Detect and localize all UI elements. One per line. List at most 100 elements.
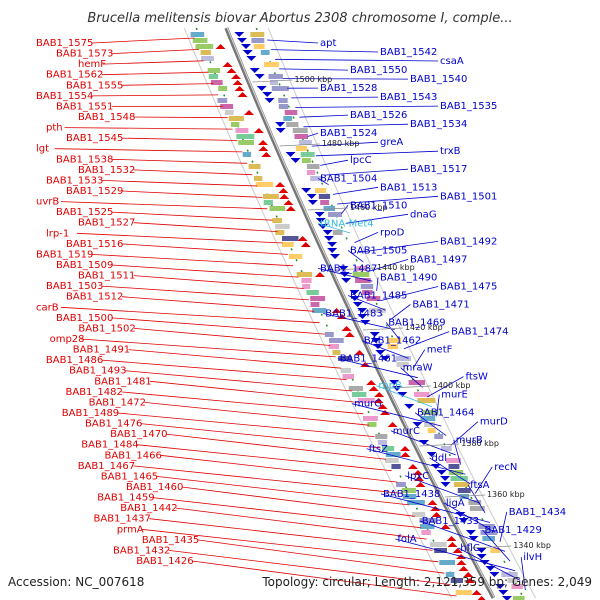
reverse-gene-arrow [256, 86, 267, 91]
left-connector-line [117, 412, 375, 437]
right-gene-label: ftsA [470, 480, 489, 491]
right-connector-line [332, 186, 379, 195]
label-connectors [54, 37, 526, 597]
reverse-gene-arrow [262, 92, 273, 97]
kbp-tick-mark [444, 494, 485, 498]
left-connector-line [121, 243, 288, 255]
reverse-feature-block [387, 344, 398, 349]
reverse-gene-arrow [349, 290, 360, 295]
left-gene-label: BAB1_1548 [78, 112, 135, 123]
reverse-gene-arrow [476, 548, 487, 553]
reverse-feature-block [457, 488, 471, 493]
reverse-gene-arrow [236, 38, 247, 43]
right-connector-line [299, 114, 349, 118]
right-connector-line [474, 466, 493, 494]
right-connector-line [271, 49, 379, 53]
forward-gene-arrow [463, 572, 474, 577]
right-gene-label: lpxC [407, 471, 429, 482]
reverse-feature-block [286, 122, 299, 127]
left-connector-line [121, 83, 214, 86]
forward-gene-arrow [341, 326, 352, 331]
kbp-tick-layer: 1500 kbp 1480 kbp 1460 kbp 1440 kbp 1420 kbp… [252, 75, 551, 550]
forward-gene-arrow [400, 446, 411, 451]
forward-gene-arrow [226, 68, 237, 73]
reverse-feature-block [283, 116, 293, 121]
reverse-gene-arrow [314, 212, 325, 217]
kbp-tick-label: 1440 kbp [377, 263, 415, 272]
forward-feature-block [228, 116, 244, 121]
left-gene-label: BAB1_1502 [78, 323, 135, 334]
forward-feature-block [269, 206, 286, 211]
right-gene-label: BAB1_1542 [380, 47, 437, 58]
reverse-gene-arrow [458, 518, 469, 523]
left-connector-line [121, 391, 364, 415]
right-gene-label: ftsZ [369, 444, 388, 455]
forward-gene-arrow [380, 410, 391, 415]
right-connector-line [317, 223, 351, 234]
forward-feature-block [324, 332, 334, 337]
forward-feature-block [217, 98, 228, 103]
right-connector-line [320, 159, 349, 166]
right-connector-line [337, 358, 418, 379]
right-connector-line [323, 313, 395, 330]
topology-text: Topology: circular; Length: 2,121,359 bp… [261, 575, 592, 589]
right-gene-label: greA [380, 137, 403, 148]
forward-feature-block [248, 164, 261, 169]
backbone-highlight [226, 27, 495, 599]
reverse-gene-arrow [389, 380, 400, 385]
forward-gene-arrow [275, 182, 286, 187]
forward-gene-arrow [231, 74, 242, 79]
reverse-gene-arrow [275, 122, 286, 127]
forward-feature-block [377, 440, 387, 445]
forward-feature-block [396, 482, 406, 487]
outer-guide [267, 27, 536, 599]
forward-feature-block [338, 356, 352, 361]
left-connector-line [101, 180, 258, 187]
right-connector-line [317, 177, 329, 186]
reverse-feature-block [306, 164, 320, 169]
right-connector-line [337, 195, 439, 205]
left-connector-line [134, 328, 331, 346]
reverse-gene-arrow [418, 440, 429, 445]
right-gene-label: BAB1_1490 [380, 273, 437, 284]
forward-feature-block [375, 434, 388, 439]
reverse-feature-block [450, 476, 468, 481]
kbp-tick-label: 1460 kbp [350, 203, 388, 212]
right-gene-label: folA [397, 534, 416, 545]
forward-gene-arrow [237, 92, 248, 97]
kbp-tick-label: 1360 kbp [487, 490, 525, 499]
left-connector-line [121, 296, 315, 312]
reverse-feature-block [355, 278, 371, 283]
right-connector-line [275, 58, 439, 62]
forward-feature-block [340, 368, 352, 373]
left-gene-label: BAB1_1467 [78, 461, 135, 472]
right-connector-line [403, 331, 450, 350]
forward-feature-block [445, 572, 455, 577]
reverse-gene-arrow [468, 536, 479, 541]
right-gene-label: BAB1_1485 [350, 291, 407, 302]
right-gene-label: trxB [440, 146, 461, 157]
forward-gene-arrow [278, 188, 289, 193]
left-connector-line [141, 528, 439, 563]
reverse-gene-arrow [301, 188, 312, 193]
right-gene-label: murB [456, 435, 483, 446]
right-gene-label: rpoD [380, 227, 405, 238]
left-gene-label: BAB1_1500 [56, 313, 113, 324]
left-gene-label: pth [46, 123, 63, 134]
reverse-gene-arrow [341, 278, 352, 283]
left-connector-line [121, 190, 263, 198]
right-gene-label: hflC [460, 543, 480, 554]
right-connector-line [450, 421, 479, 446]
left-gene-label: lgt [36, 144, 49, 155]
forward-feature-block [358, 398, 375, 403]
forward-feature-block [419, 518, 437, 523]
left-connector-line [124, 370, 353, 392]
forward-gene-arrow [215, 44, 226, 49]
forward-gene-arrow [387, 422, 398, 427]
right-connector-line [482, 529, 511, 562]
right-gene-label: BAB1_1524 [320, 128, 377, 139]
right-connector-line [419, 520, 506, 552]
forward-feature-block [342, 374, 354, 379]
reverse-gene-arrow [241, 44, 252, 49]
right-gene-label: BAB1_1528 [320, 83, 377, 94]
